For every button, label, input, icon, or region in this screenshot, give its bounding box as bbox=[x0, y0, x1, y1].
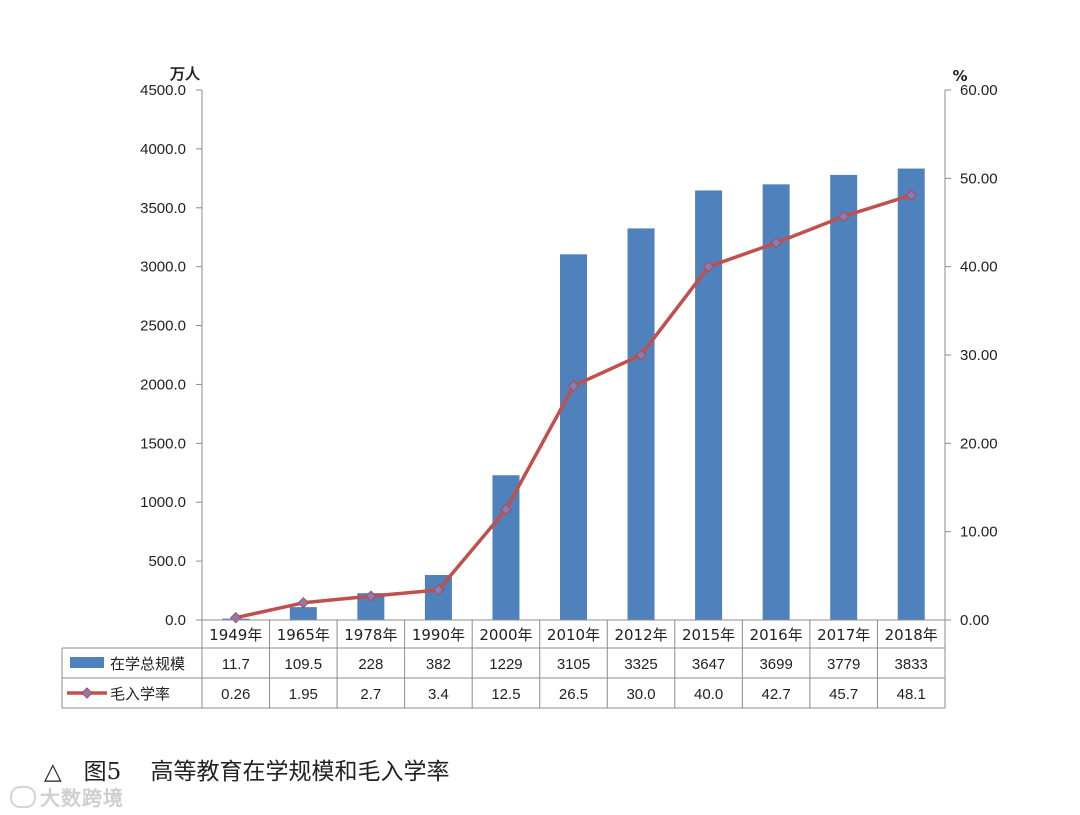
table-value: 228 bbox=[358, 656, 383, 673]
category-label: 1990年 bbox=[412, 626, 465, 644]
category-label: 2018年 bbox=[885, 626, 938, 644]
bar bbox=[627, 228, 655, 620]
table-value: 42.7 bbox=[762, 686, 791, 703]
table-value: 3105 bbox=[557, 656, 590, 673]
watermark: 大数跨境 bbox=[10, 782, 124, 811]
legend-key-marker bbox=[81, 687, 93, 699]
left-axis-tick-label: 2500.0 bbox=[140, 318, 186, 335]
table-value: 48.1 bbox=[897, 686, 926, 703]
data-table: 1949年 1965年 1978年 1990年 2000年 2010年 2012年 2015年… bbox=[61, 619, 946, 709]
line-marker bbox=[365, 590, 377, 602]
left-axis-tick-label: 0.0 bbox=[165, 612, 186, 629]
table-value: 0.26 bbox=[221, 686, 250, 703]
series-label: 毛入学率 bbox=[110, 685, 170, 703]
table-value: 30.0 bbox=[626, 686, 655, 703]
table-value: 1.95 bbox=[289, 686, 318, 703]
right-axis-tick-label: 0.00 bbox=[960, 612, 989, 629]
bar bbox=[560, 254, 587, 621]
left-axis-tick-label: 4000.0 bbox=[140, 141, 186, 158]
table-value: 2.7 bbox=[360, 686, 381, 703]
category-label: 1978年 bbox=[344, 626, 397, 644]
right-axis-tick-label: 10.00 bbox=[960, 524, 998, 541]
category-label: 2010年 bbox=[547, 626, 600, 644]
bar bbox=[897, 168, 925, 620]
bar bbox=[424, 575, 452, 620]
category-label: 1949年 bbox=[209, 626, 262, 644]
line-marker bbox=[567, 380, 580, 392]
right-axis-tick-label: 30.00 bbox=[960, 347, 998, 364]
table-value: 3647 bbox=[692, 656, 725, 673]
legend-key-bar bbox=[70, 657, 104, 668]
bar bbox=[762, 184, 790, 620]
table-value: 3.4 bbox=[428, 686, 449, 703]
table-value: 3699 bbox=[759, 656, 792, 673]
bar bbox=[830, 174, 858, 620]
table-value: 109.5 bbox=[285, 656, 323, 673]
right-axis-tick-label: 20.00 bbox=[960, 435, 998, 452]
watermark-logo-icon bbox=[10, 786, 36, 808]
left-axis-tick-label: 2000.0 bbox=[140, 376, 186, 393]
left-axis-tick-label: 3500.0 bbox=[140, 200, 186, 217]
line-marker bbox=[230, 611, 242, 624]
left-axis-unit-label: 万人 bbox=[169, 65, 201, 83]
category-label: 2016年 bbox=[750, 626, 803, 644]
table-value: 40.0 bbox=[694, 686, 723, 703]
watermark-text: 大数跨境 bbox=[40, 786, 124, 810]
category-label: 1965年 bbox=[277, 626, 330, 644]
line-marker bbox=[905, 189, 917, 201]
axes: 0.0 500.0 1000.0 1500.0 2000.0 2500.0 3000.0 35… bbox=[140, 65, 997, 629]
line-series bbox=[230, 189, 917, 624]
bar bbox=[492, 475, 520, 620]
left-axis-tick-label: 1500.0 bbox=[140, 435, 186, 452]
bar-series bbox=[222, 168, 925, 621]
figure-caption: △ 图5 高等教育在学规模和毛入学率 bbox=[44, 759, 450, 785]
right-axis-tick-label: 50.00 bbox=[960, 170, 998, 187]
right-axis-tick-label: 60.00 bbox=[960, 82, 998, 99]
table-value: 12.5 bbox=[491, 686, 520, 703]
table-value: 3779 bbox=[827, 656, 860, 673]
line-marker bbox=[770, 237, 782, 249]
category-label: 2000年 bbox=[479, 626, 532, 644]
table-value: 1229 bbox=[489, 656, 522, 673]
line-marker bbox=[635, 349, 647, 361]
left-axis-tick-label: 500.0 bbox=[148, 553, 186, 570]
table-value: 45.7 bbox=[829, 686, 858, 703]
table-value: 382 bbox=[426, 656, 451, 673]
right-axis-tick-label: 40.00 bbox=[960, 259, 998, 276]
line-marker bbox=[432, 584, 445, 596]
line-marker bbox=[500, 503, 512, 516]
table-value: 11.7 bbox=[222, 656, 250, 673]
table-value: 26.5 bbox=[559, 686, 588, 703]
bar bbox=[289, 607, 317, 620]
table-value: 3833 bbox=[895, 656, 928, 673]
left-axis-tick-label: 1000.0 bbox=[140, 494, 186, 511]
category-label: 2017年 bbox=[817, 626, 870, 644]
category-label: 2012年 bbox=[614, 626, 667, 644]
category-label: 2015年 bbox=[682, 626, 735, 644]
left-axis-tick-label: 4500.0 bbox=[140, 82, 186, 99]
line-marker bbox=[297, 597, 310, 609]
bar bbox=[695, 190, 723, 620]
chart: 0.0 500.0 1000.0 1500.0 2000.0 2500.0 3000.0 35… bbox=[61, 65, 998, 709]
series-label: 在学总规模 bbox=[110, 655, 185, 673]
right-axis-unit-label: % bbox=[952, 67, 967, 85]
line-marker bbox=[837, 210, 850, 223]
line-marker bbox=[702, 260, 715, 273]
table-value: 3325 bbox=[624, 656, 657, 673]
left-axis-tick-label: 3000.0 bbox=[140, 259, 186, 276]
